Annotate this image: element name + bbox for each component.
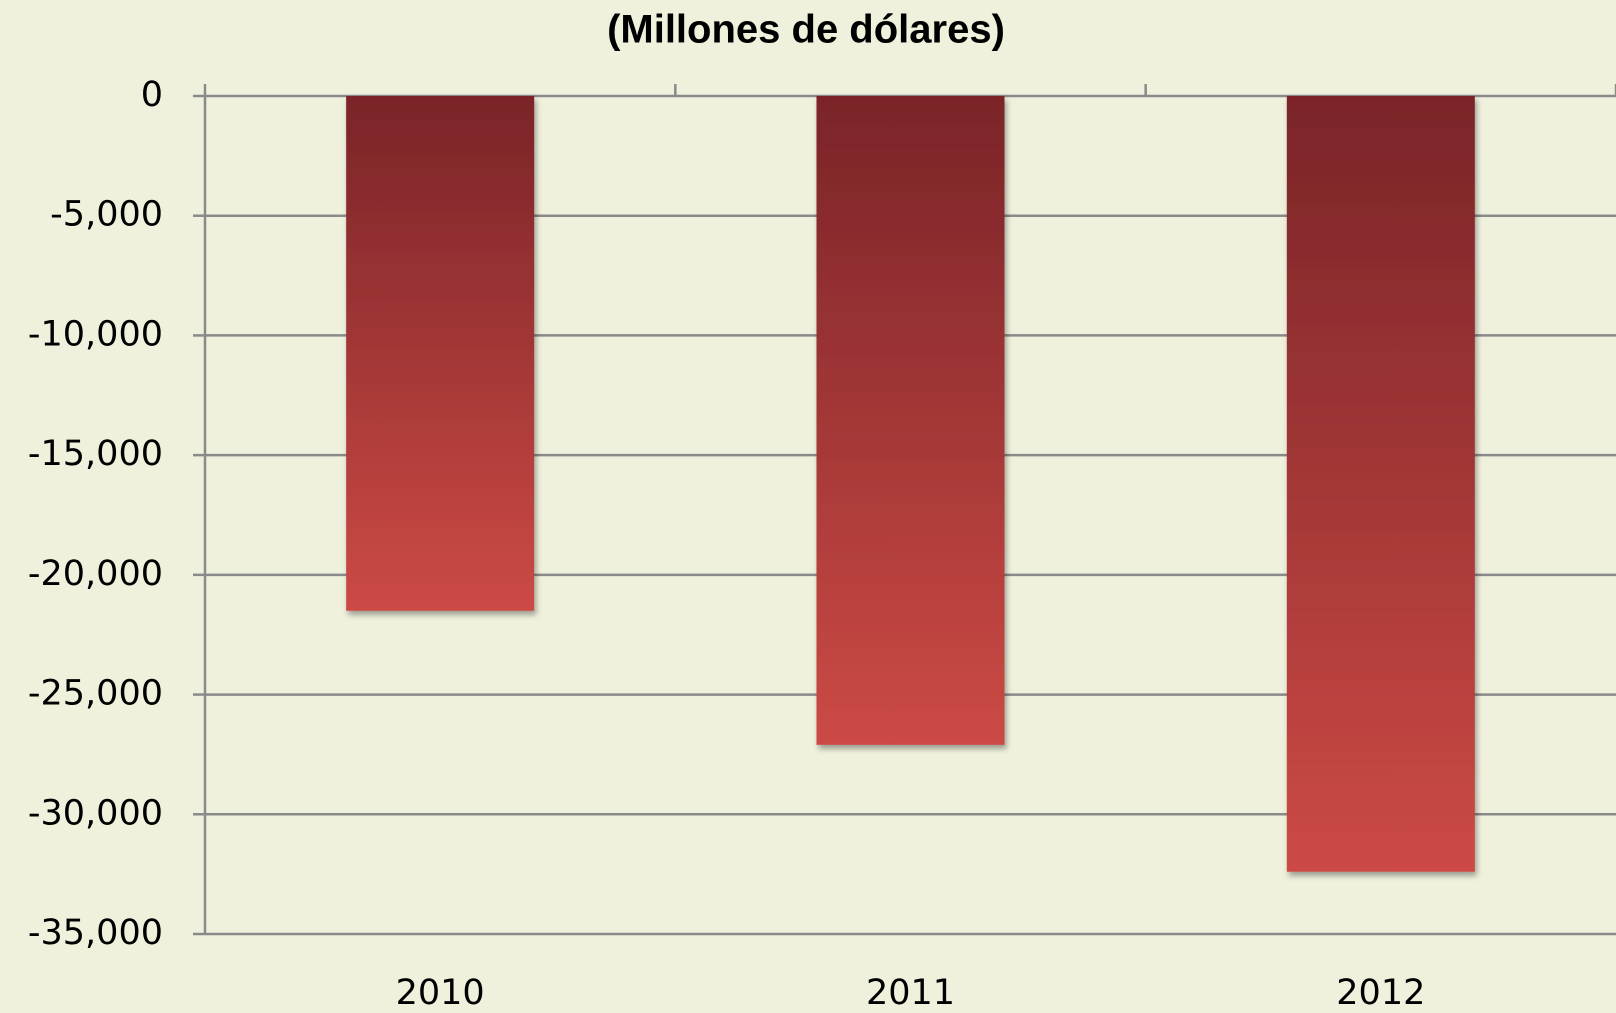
y-tick-label: -25,000 (28, 674, 163, 714)
y-tick-label: 0 (141, 75, 163, 115)
bar (1286, 96, 1475, 872)
y-tick-label: -30,000 (28, 793, 163, 833)
x-tick-label: 2010 (396, 973, 485, 1013)
y-tick-label: -35,000 (28, 913, 163, 953)
y-tick-label: -15,000 (28, 434, 163, 474)
chart-title: (Millones de dólares) (607, 8, 1005, 52)
bar (346, 96, 535, 611)
bar (816, 96, 1005, 745)
x-tick-label: 2012 (1336, 973, 1425, 1013)
x-tick-label: 2011 (866, 973, 955, 1013)
y-tick-label: -10,000 (28, 314, 163, 354)
y-tick-label: -20,000 (28, 554, 163, 594)
y-tick-label: -5,000 (50, 195, 163, 235)
